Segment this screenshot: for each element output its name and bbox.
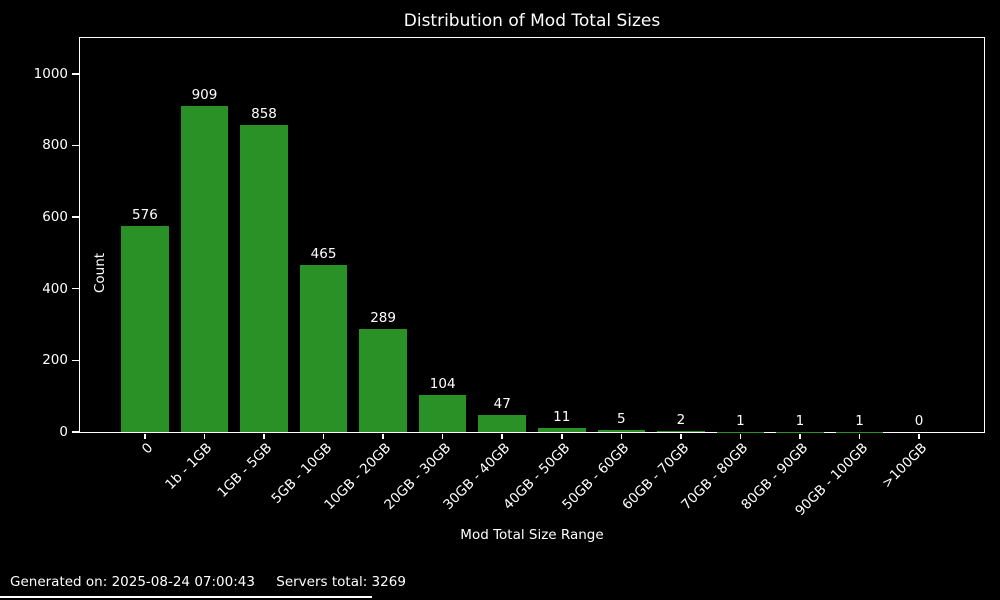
y-tick-mark (71, 359, 79, 362)
bar-value-label: 1 (855, 412, 864, 429)
y-tick-mark (71, 73, 79, 75)
x-tick-label: 40GB - 50GB (500, 440, 574, 514)
y-axis-label: Count (92, 252, 108, 294)
x-tick-label: 50GB - 60GB (559, 440, 633, 514)
y-tick-label: 200 (42, 352, 68, 369)
y-tick-label: 800 (42, 137, 68, 154)
x-tick-label: 1GB - 5GB (214, 440, 276, 501)
x-tick-mark (620, 434, 623, 439)
x-tick-mark (322, 434, 325, 439)
x-tick-label: 90GB - 100GB (791, 440, 871, 520)
bar-value-label: 289 (370, 309, 396, 326)
x-tick-label: 60GB - 70GB (619, 440, 693, 514)
x-tick-mark (680, 434, 682, 439)
footer: Generated on: 2025-08-24 07:00:43 Server… (10, 574, 406, 591)
bar (180, 106, 229, 432)
plot-area: Count 576 0 909 1b - 1GB 858 1GB - 5GB 465 5GB … (34, 37, 985, 519)
x-tick-label: >100GB (878, 440, 931, 492)
x-tick-mark (501, 434, 503, 439)
x-tick-mark (441, 434, 444, 439)
bar-value-label: 2 (676, 412, 686, 429)
bar (240, 124, 288, 432)
bar-value-label: 0 (914, 413, 924, 429)
y-tick-mark (71, 216, 79, 218)
x-axis-label: Mod Total Size Range (460, 527, 604, 543)
bar (299, 265, 348, 432)
bar-value-label: 11 (553, 409, 571, 426)
y-tick-label: 400 (42, 280, 68, 297)
bar (418, 394, 467, 432)
y-tick-label: 1000 (33, 65, 68, 82)
bar (537, 428, 586, 432)
bar-value-label: 909 (191, 87, 218, 104)
x-tick-mark (203, 434, 206, 439)
x-tick-label: 20GB - 30GB (380, 440, 454, 514)
bar-value-label: 858 (251, 105, 277, 122)
generated-timestamp: Generated on: 2025-08-24 07:00:43 (10, 574, 255, 590)
x-tick-mark (858, 434, 861, 439)
x-tick-mark (382, 434, 384, 439)
bar (359, 328, 407, 432)
bar-value-label: 576 (132, 206, 158, 223)
bar (478, 415, 527, 432)
x-tick-mark (918, 434, 920, 439)
x-tick-label: 70GB - 80GB (678, 440, 752, 514)
bar-value-label: 5 (617, 411, 626, 428)
bar (597, 430, 646, 432)
chart-title: Distribution of Mod Total Sizes (403, 11, 661, 31)
x-tick-label: 80GB - 90GB (738, 440, 812, 514)
bar-value-label: 465 (310, 246, 337, 263)
bar-value-label: 1 (736, 412, 745, 429)
footer-underline (0, 596, 372, 598)
bar-value-label: 47 (493, 396, 511, 413)
servers-total: Servers total: 3269 (276, 574, 406, 590)
x-tick-mark (739, 434, 742, 439)
y-tick-mark (71, 287, 79, 290)
x-tick-mark (263, 434, 265, 439)
y-tick-mark (71, 431, 79, 433)
bar (657, 431, 705, 432)
x-tick-label: 10GB - 20GB (321, 440, 395, 514)
x-tick-mark (144, 434, 146, 439)
bar-value-label: 104 (429, 375, 456, 392)
x-tick-label: 5GB - 10GB (267, 440, 335, 507)
x-tick-mark (561, 434, 563, 439)
y-tick-label: 600 (42, 209, 68, 226)
y-tick-label: 0 (59, 424, 68, 440)
y-tick-mark (71, 144, 79, 147)
x-tick-mark (799, 434, 801, 439)
bar-value-label: 1 (795, 412, 805, 429)
bar (121, 225, 169, 432)
x-tick-label: 1b - 1GB (162, 440, 216, 493)
x-tick-label: 30GB - 40GB (440, 440, 514, 514)
